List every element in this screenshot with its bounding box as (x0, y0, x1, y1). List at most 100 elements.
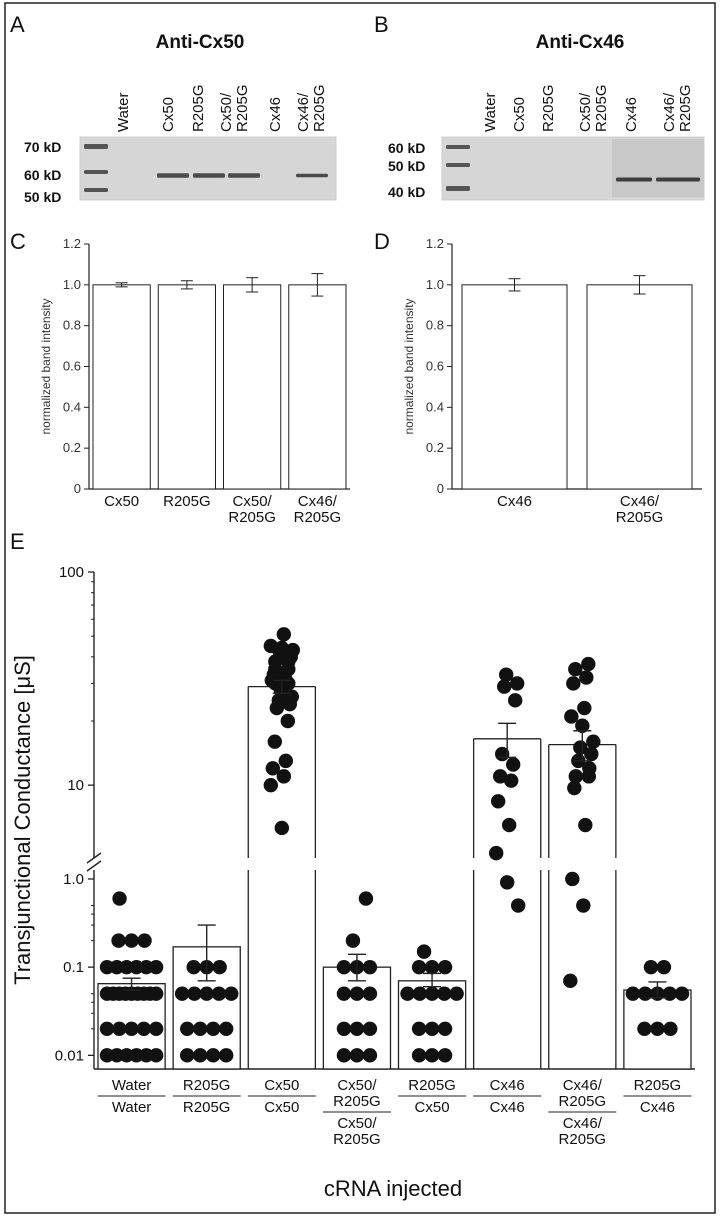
blot-a-marker-label: 50 kD (24, 189, 61, 205)
chart-c-y-axis-label: normalized band intensity (39, 298, 53, 434)
chart-e-data-point (625, 986, 641, 1001)
chart-c-y-tick-label: 1.0 (63, 277, 81, 292)
figure-frame (4, 2, 716, 1214)
chart-e-data-point (578, 817, 593, 833)
chart-e-data-point (263, 777, 279, 793)
chart-c-y-tick-label: 0.6 (63, 359, 81, 374)
blot-a-lane-label: Cx50/R205G (218, 84, 251, 132)
chart-e-category-top-label: Cx46 (490, 1077, 525, 1094)
chart-c-y-tick-label: 0 (74, 481, 81, 496)
chart-e-data-point (276, 627, 292, 642)
chart-e-data-point (358, 891, 374, 906)
chart-e-data-point (581, 656, 596, 672)
chart-e-data-point (362, 1021, 378, 1036)
chart-e-data-point (218, 1048, 234, 1063)
blot-a-membrane (79, 136, 337, 201)
chart-e-category-bottom-label: R205G (183, 1099, 231, 1116)
chart-e-data-point (437, 959, 453, 975)
chart-d-y-tick-label: 0.8 (426, 318, 444, 333)
chart-e-data-point (501, 817, 517, 833)
blot-b-lane-label: Water (482, 93, 499, 132)
chart-e-data-point (349, 1021, 365, 1036)
chart-c-category-label: Cx50/R205G (228, 493, 276, 526)
chart-e-y-tick-label: 1.0 (63, 871, 84, 888)
chart-e-data-point (186, 959, 201, 975)
chart-e-data-point (488, 845, 504, 861)
blot-a-ladder-band (84, 188, 108, 192)
blot-a-band (228, 173, 260, 178)
chart-e-data-point (112, 1021, 127, 1036)
chart-e-data-point (349, 986, 365, 1001)
chart-e-category-top-label: R205G (634, 1077, 682, 1094)
chart-d-y-axis-label: normalized band intensity (402, 298, 416, 434)
chart-d-y-tick-label: 0 (437, 481, 444, 496)
chart-e-data-point (99, 1021, 115, 1036)
chart-e-data-point (136, 1021, 152, 1036)
chart-e-category-top-label: R205G (408, 1077, 456, 1094)
chart-e-data-point (205, 1021, 221, 1036)
chart-e-data-point (199, 986, 214, 1001)
blot-b-lane-label: Cx46/R205G (661, 84, 694, 132)
chart-e-data-point (643, 959, 659, 975)
chart-e-data-point (637, 1021, 652, 1036)
chart-c-y-tick-label: 1.2 (63, 236, 81, 251)
chart-e-data-point (345, 933, 361, 948)
chart-d-bar (586, 284, 693, 490)
panel-label-a: A (10, 12, 25, 37)
chart-e-data-point (137, 933, 152, 948)
chart-e-data-point (584, 746, 599, 762)
blot-a-lane-label: Cx46 (267, 97, 284, 132)
chart-e-category-bottom-label: Water (112, 1099, 151, 1116)
chart-d-y-tick-label: 0.4 (426, 399, 444, 414)
chart-e-data-point (336, 1048, 352, 1063)
chart-e-data-point (579, 670, 594, 685)
chart-e-data-point (111, 933, 126, 948)
chart-e-category-top-label: Water (112, 1077, 151, 1094)
chart-e-data-point (650, 1021, 665, 1036)
chart-c-y-tick-label: 0.8 (63, 318, 81, 333)
blot-b-ladder-band (446, 145, 470, 149)
blot-a-band (193, 173, 225, 178)
blot-a-band (296, 173, 328, 178)
chart-e-data-point (411, 1021, 427, 1036)
chart-e-category-bottom-label: Cx46 (490, 1099, 525, 1116)
chart-e-category-top-label: R205G (183, 1077, 231, 1094)
chart-e-data-point (637, 986, 653, 1001)
chart-e-category-bottom-label: Cx46 (640, 1099, 675, 1116)
chart-e-data-point (586, 734, 601, 749)
chart-e-data-point (437, 1048, 453, 1063)
chart-c-y-tick-label: 0.2 (63, 440, 81, 455)
chart-c-bar (223, 284, 282, 490)
chart-e-data-point (282, 696, 298, 712)
chart-e-data-point (663, 1021, 678, 1036)
blot-b-marker-label: 50 kD (388, 158, 425, 174)
chart-d-y-tick-label: 0.2 (426, 440, 444, 455)
blot-b-band (616, 177, 652, 182)
chart-e-y-tick-label: 0.01 (55, 1047, 84, 1064)
chart-e-data-point (499, 875, 515, 890)
chart-e-category-bottom-label: Cx50/R205G (333, 1115, 381, 1148)
chart-e-y-tick-label: 10 (67, 777, 84, 794)
blot-a-lane-label: R205G (190, 84, 207, 132)
blot-b-lane-label: Cx50/R205G (577, 84, 610, 132)
chart-e-data-point (265, 761, 281, 776)
chart-e-data-point (124, 1021, 139, 1036)
chart-e-data-point (496, 679, 512, 694)
chart-e-data-point (577, 700, 592, 716)
blot-a-lane-label: Cx46/R205G (295, 84, 328, 132)
panel-label-c: C (10, 229, 26, 254)
chart-e-data-point (148, 1021, 164, 1036)
blot-a-marker-label: 70 kD (24, 139, 61, 155)
chart-e-data-point (349, 1048, 365, 1063)
chart-e-axis-break-mark (86, 860, 102, 872)
blot-b-marker-label: 40 kD (388, 184, 425, 200)
chart-c-category-label: Cx46/R205G (294, 493, 342, 526)
panel-label-e: E (10, 529, 25, 554)
chart-e-data-point (192, 1021, 208, 1036)
chart-e-data-point (568, 661, 583, 677)
chart-e-data-point (211, 986, 227, 1001)
chart-e-data-point (567, 780, 582, 796)
chart-e-category-top-label: Cx46/R205G (559, 1077, 607, 1110)
